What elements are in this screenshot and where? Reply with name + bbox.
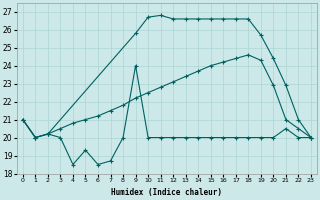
X-axis label: Humidex (Indice chaleur): Humidex (Indice chaleur): [111, 188, 222, 197]
